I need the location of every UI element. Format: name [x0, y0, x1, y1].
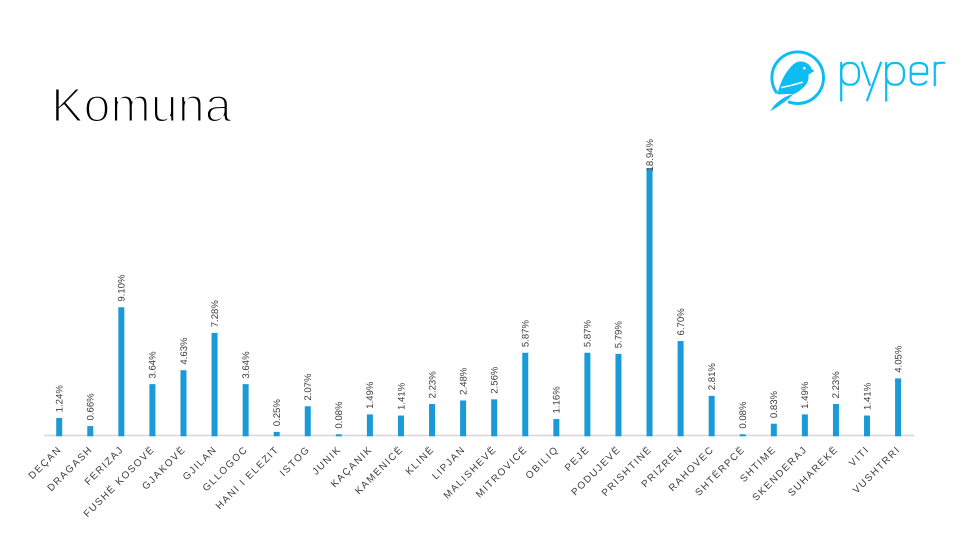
svg-text:4.63%: 4.63%	[179, 337, 190, 365]
svg-text:5.79%: 5.79%	[614, 321, 625, 349]
svg-text:1.24%: 1.24%	[55, 385, 66, 413]
svg-text:3.64%: 3.64%	[241, 351, 252, 379]
svg-text:5.87%: 5.87%	[583, 319, 594, 347]
svg-text:VITI: VITI	[847, 444, 872, 469]
svg-text:7.28%: 7.28%	[210, 300, 221, 328]
svg-text:2.81%: 2.81%	[707, 363, 718, 391]
svg-text:2.07%: 2.07%	[303, 373, 314, 401]
svg-text:Komuna: Komuna	[51, 80, 232, 133]
svg-text:1.41%: 1.41%	[862, 382, 873, 410]
svg-text:MITROVICË: MITROVICË	[473, 444, 530, 501]
svg-text:1.41%: 1.41%	[396, 382, 407, 410]
svg-text:0.83%: 0.83%	[769, 390, 780, 418]
svg-text:OBILIQ: OBILIQ	[524, 444, 561, 481]
svg-text:6.70%: 6.70%	[676, 308, 687, 336]
svg-text:2.48%: 2.48%	[458, 367, 469, 395]
svg-text:1.49%: 1.49%	[365, 381, 376, 409]
svg-text:PEJË: PEJË	[562, 444, 592, 474]
svg-text:0.08%: 0.08%	[738, 401, 749, 429]
svg-text:MALISHEVË: MALISHEVË	[441, 444, 499, 502]
svg-text:2.23%: 2.23%	[831, 371, 842, 399]
svg-text:SKENDERAJ: SKENDERAJ	[751, 444, 810, 503]
svg-text:9.10%: 9.10%	[117, 274, 128, 302]
svg-text:1.49%: 1.49%	[800, 381, 811, 409]
svg-text:18.94%: 18.94%	[645, 138, 656, 171]
svg-text:2.56%: 2.56%	[489, 366, 500, 394]
svg-text:5.87%: 5.87%	[521, 319, 532, 347]
svg-text:4.05%: 4.05%	[893, 345, 904, 373]
svg-text:2.23%: 2.23%	[427, 371, 438, 399]
svg-text:0.08%: 0.08%	[334, 401, 345, 429]
svg-text:3.64%: 3.64%	[148, 351, 159, 379]
svg-text:ISTOG: ISTOG	[278, 444, 313, 479]
svg-text:1.16%: 1.16%	[552, 386, 563, 414]
svg-text:0.66%: 0.66%	[86, 393, 97, 421]
svg-text:0.25%: 0.25%	[272, 399, 283, 427]
